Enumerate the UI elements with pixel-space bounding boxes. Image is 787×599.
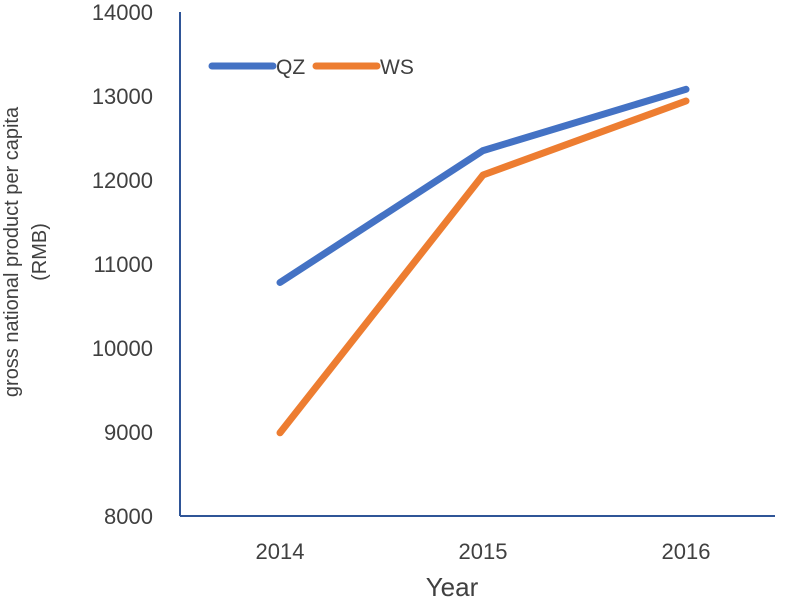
y-axis-ticks: 8000 9000 10000 11000 12000 13000 14000 [92,0,153,529]
legend-label-ws: WS [380,56,414,79]
y-axis-title-line: (RMB) [29,223,51,281]
x-tick-label: 2014 [256,539,305,564]
y-tick-label: 14000 [92,0,153,25]
x-tick-label: 2015 [459,539,508,564]
y-tick-label: 8000 [104,504,153,529]
y-tick-label: 9000 [104,420,153,445]
series-line-qz [276,85,690,286]
series-line-ws [276,97,690,437]
y-axis-title-line: gross national product per capita [1,106,23,397]
y-tick-label: 13000 [92,84,153,109]
legend-label-qz: QZ [276,56,305,79]
x-tick-label: 2016 [662,539,711,564]
x-axis-ticks: 2014 2015 2016 [256,539,711,564]
y-tick-label: 12000 [92,168,153,193]
x-axis-title: Year [426,572,479,599]
y-axis-title: gross national product per capita (RMB) [1,106,51,397]
y-tick-label: 10000 [92,336,153,361]
y-tick-label: 11000 [93,252,153,277]
legend: QZ WS [208,56,414,79]
series-lines [276,85,690,437]
